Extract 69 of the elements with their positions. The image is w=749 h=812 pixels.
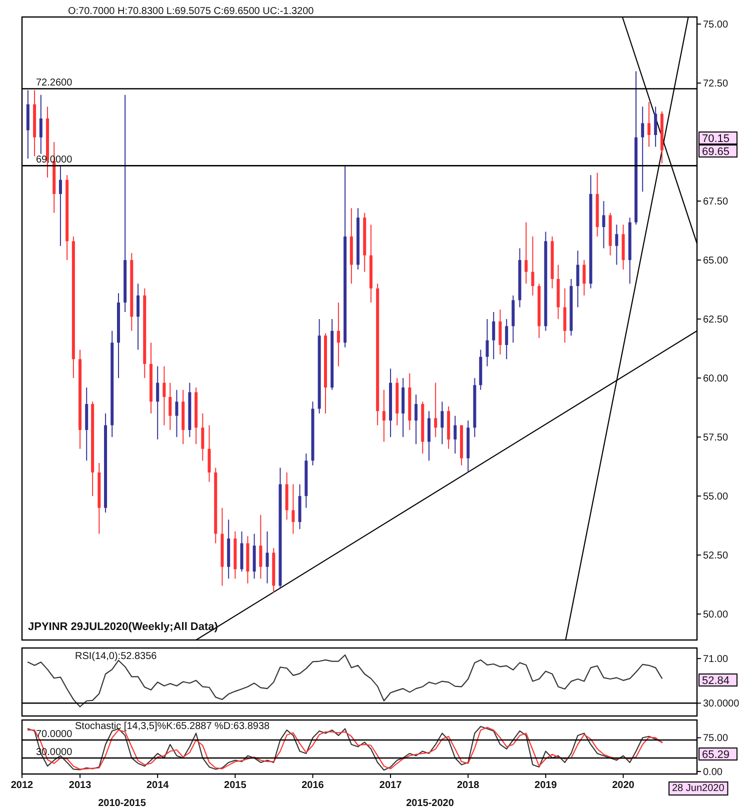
- candlestick: [602, 200, 606, 249]
- x-tick-label: 2013: [68, 780, 92, 791]
- candlestick: [615, 224, 618, 266]
- annotation: Stochastic [14,3,5]%K:65.2887 %D:63.8938: [75, 721, 270, 732]
- y-tick-label: 0.00: [703, 766, 723, 778]
- ref-line-label: 70.0000: [36, 728, 73, 740]
- y-tick-label: 65.00: [703, 256, 728, 267]
- ref-line-label: 72.2600: [36, 78, 73, 89]
- annotation: RSI(14,0):52.8356: [75, 651, 158, 662]
- candlestick: [440, 401, 444, 445]
- candlestick: [136, 283, 140, 350]
- candlestick: [382, 389, 386, 442]
- candlestick: [201, 412, 204, 462]
- candlestick: [654, 106, 658, 148]
- y-tick-label: 50.00: [703, 610, 728, 621]
- candlestick: [414, 394, 418, 445]
- y-tick-label: 71.00: [703, 654, 728, 666]
- text: O:70.7000 H:70.8300 L:69.5075 C:69.6500 UC:-1.3200: [68, 6, 314, 17]
- candlestick: [434, 382, 438, 438]
- candlestick: [563, 288, 566, 344]
- x-tick-label: 2015: [224, 780, 247, 791]
- text: 2015-2020: [406, 798, 454, 809]
- candlestick: [641, 106, 644, 192]
- x-tick-label: 2019: [534, 780, 558, 791]
- candlestick: [39, 94, 42, 154]
- candlestick: [266, 530, 269, 584]
- x-tick-label: 2017: [379, 780, 402, 791]
- y-tick-label: 67.50: [703, 196, 728, 208]
- y-tick-label: 57.50: [703, 432, 728, 444]
- candlestick: [647, 101, 650, 148]
- x-tick-label: 2012: [10, 780, 34, 791]
- candlestick: [168, 382, 172, 430]
- candlestick: [582, 260, 586, 296]
- y-tick-label: 55.00: [703, 492, 728, 503]
- y-tick-label: 72.50: [703, 78, 728, 90]
- candlestick: [531, 236, 534, 296]
- candlestick: [292, 484, 295, 534]
- text: 65.29: [702, 748, 730, 761]
- candlestick: [505, 318, 508, 360]
- candlestick: [156, 366, 160, 440]
- y-tick-label: 30.0000: [703, 698, 740, 710]
- candlestick: [336, 302, 340, 367]
- candlestick: [492, 311, 496, 360]
- annotation: JPYINR 29JUL2020(Weekly;All Data): [28, 621, 218, 633]
- candlestick: [486, 318, 489, 367]
- candlestick: [454, 415, 457, 454]
- text: 69.65: [702, 146, 730, 158]
- candlestick: [58, 165, 62, 246]
- candlestick: [162, 366, 166, 426]
- y-tick-label: 75.00: [703, 20, 728, 31]
- candlestick: [428, 410, 430, 462]
- candlestick: [498, 309, 502, 355]
- candlestick: [208, 424, 211, 482]
- text: 70.15: [702, 132, 730, 145]
- x-tick-label: 2018: [456, 780, 480, 791]
- x-tick-label: 2016: [302, 780, 324, 791]
- y-tick-label: 52.50: [703, 550, 728, 562]
- candlestick: [576, 250, 580, 308]
- y-tick-label: 62.50: [703, 314, 728, 326]
- text: 28 Jun2020: [672, 783, 725, 794]
- y-tick-label: 60.00: [703, 374, 728, 385]
- x-tick-label: 2014: [146, 780, 170, 791]
- candlestick: [175, 389, 178, 438]
- candlestick: [524, 222, 528, 284]
- y-tick-label: 75.00: [703, 733, 728, 744]
- candlestick: [259, 514, 262, 580]
- x-tick-label: 2020: [612, 780, 635, 791]
- text: 2010-2015: [98, 798, 146, 809]
- text: 52.84: [702, 674, 730, 687]
